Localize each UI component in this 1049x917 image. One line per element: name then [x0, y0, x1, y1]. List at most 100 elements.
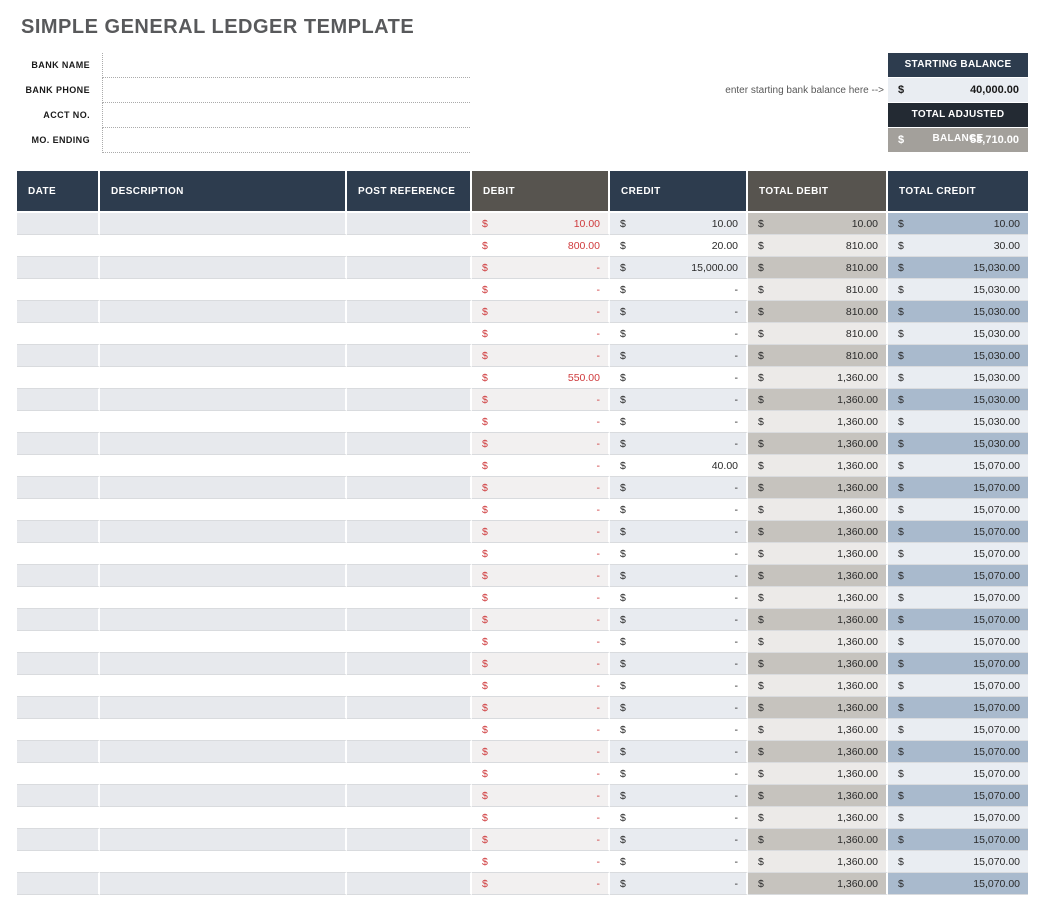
- cell-total-debit[interactable]: $ 810.00: [748, 235, 888, 257]
- cell-description[interactable]: [100, 741, 347, 763]
- cell-total-debit[interactable]: $ 1,360.00: [748, 873, 888, 895]
- cell-debit[interactable]: $ -: [472, 543, 610, 565]
- cell-post-reference[interactable]: [347, 763, 472, 785]
- cell-post-reference[interactable]: [347, 367, 472, 389]
- cell-total-debit[interactable]: $ 1,360.00: [748, 609, 888, 631]
- cell-date[interactable]: [17, 675, 100, 697]
- cell-date[interactable]: [17, 807, 100, 829]
- cell-debit[interactable]: $ -: [472, 323, 610, 345]
- cell-credit[interactable]: $ -: [610, 741, 748, 763]
- cell-total-credit[interactable]: $ 15,030.00: [888, 301, 1028, 323]
- cell-post-reference[interactable]: [347, 587, 472, 609]
- cell-post-reference[interactable]: [347, 235, 472, 257]
- cell-post-reference[interactable]: [347, 543, 472, 565]
- cell-description[interactable]: [100, 499, 347, 521]
- cell-total-credit[interactable]: $ 10.00: [888, 213, 1028, 235]
- cell-debit[interactable]: $ -: [472, 565, 610, 587]
- cell-description[interactable]: [100, 565, 347, 587]
- cell-debit[interactable]: $ -: [472, 389, 610, 411]
- cell-credit[interactable]: $ -: [610, 433, 748, 455]
- cell-total-credit[interactable]: $ 15,030.00: [888, 367, 1028, 389]
- cell-total-credit[interactable]: $ 15,030.00: [888, 411, 1028, 433]
- cell-date[interactable]: [17, 587, 100, 609]
- cell-date[interactable]: [17, 543, 100, 565]
- cell-post-reference[interactable]: [347, 433, 472, 455]
- cell-credit[interactable]: $ -: [610, 411, 748, 433]
- cell-credit[interactable]: $ -: [610, 785, 748, 807]
- cell-credit[interactable]: $ -: [610, 587, 748, 609]
- cell-total-debit[interactable]: $ 1,360.00: [748, 389, 888, 411]
- cell-credit[interactable]: $ -: [610, 851, 748, 873]
- cell-debit[interactable]: $ -: [472, 851, 610, 873]
- cell-total-debit[interactable]: $ 810.00: [748, 257, 888, 279]
- cell-debit[interactable]: $ -: [472, 609, 610, 631]
- cell-post-reference[interactable]: [347, 213, 472, 235]
- cell-total-credit[interactable]: $ 15,070.00: [888, 851, 1028, 873]
- cell-description[interactable]: [100, 851, 347, 873]
- cell-debit[interactable]: $ -: [472, 499, 610, 521]
- cell-post-reference[interactable]: [347, 741, 472, 763]
- cell-description[interactable]: [100, 719, 347, 741]
- cell-credit[interactable]: $ -: [610, 323, 748, 345]
- cell-credit[interactable]: $ -: [610, 345, 748, 367]
- cell-credit[interactable]: $ -: [610, 719, 748, 741]
- cell-debit[interactable]: $ -: [472, 763, 610, 785]
- cell-debit[interactable]: $ -: [472, 675, 610, 697]
- cell-debit[interactable]: $ -: [472, 301, 610, 323]
- cell-total-debit[interactable]: $ 810.00: [748, 279, 888, 301]
- cell-post-reference[interactable]: [347, 565, 472, 587]
- cell-date[interactable]: [17, 345, 100, 367]
- cell-total-credit[interactable]: $ 15,070.00: [888, 807, 1028, 829]
- cell-date[interactable]: [17, 829, 100, 851]
- cell-total-credit[interactable]: $ 15,070.00: [888, 565, 1028, 587]
- cell-date[interactable]: [17, 873, 100, 895]
- cell-description[interactable]: [100, 609, 347, 631]
- cell-description[interactable]: [100, 543, 347, 565]
- cell-debit[interactable]: $ -: [472, 873, 610, 895]
- cell-description[interactable]: [100, 697, 347, 719]
- cell-date[interactable]: [17, 235, 100, 257]
- cell-credit[interactable]: $ -: [610, 301, 748, 323]
- cell-credit[interactable]: $ 20.00: [610, 235, 748, 257]
- cell-date[interactable]: [17, 499, 100, 521]
- bank-phone-input[interactable]: [102, 78, 470, 103]
- cell-post-reference[interactable]: [347, 279, 472, 301]
- cell-description[interactable]: [100, 785, 347, 807]
- cell-date[interactable]: [17, 455, 100, 477]
- cell-credit[interactable]: $ -: [610, 807, 748, 829]
- cell-date[interactable]: [17, 609, 100, 631]
- cell-total-debit[interactable]: $ 10.00: [748, 213, 888, 235]
- cell-total-credit[interactable]: $ 15,030.00: [888, 257, 1028, 279]
- cell-debit[interactable]: $ -: [472, 829, 610, 851]
- cell-post-reference[interactable]: [347, 873, 472, 895]
- cell-debit[interactable]: $ -: [472, 257, 610, 279]
- cell-credit[interactable]: $ -: [610, 389, 748, 411]
- cell-post-reference[interactable]: [347, 257, 472, 279]
- cell-credit[interactable]: $ -: [610, 653, 748, 675]
- cell-post-reference[interactable]: [347, 477, 472, 499]
- cell-date[interactable]: [17, 785, 100, 807]
- cell-total-debit[interactable]: $ 1,360.00: [748, 631, 888, 653]
- cell-date[interactable]: [17, 433, 100, 455]
- cell-debit[interactable]: $ -: [472, 477, 610, 499]
- cell-description[interactable]: [100, 653, 347, 675]
- cell-date[interactable]: [17, 257, 100, 279]
- cell-description[interactable]: [100, 631, 347, 653]
- cell-total-credit[interactable]: $ 30.00: [888, 235, 1028, 257]
- cell-total-credit[interactable]: $ 15,070.00: [888, 829, 1028, 851]
- cell-total-debit[interactable]: $ 1,360.00: [748, 851, 888, 873]
- cell-total-debit[interactable]: $ 1,360.00: [748, 675, 888, 697]
- cell-total-debit[interactable]: $ 1,360.00: [748, 697, 888, 719]
- cell-total-credit[interactable]: $ 15,070.00: [888, 631, 1028, 653]
- cell-date[interactable]: [17, 279, 100, 301]
- cell-debit[interactable]: $ -: [472, 279, 610, 301]
- cell-debit[interactable]: $ -: [472, 653, 610, 675]
- cell-total-credit[interactable]: $ 15,070.00: [888, 741, 1028, 763]
- cell-total-credit[interactable]: $ 15,070.00: [888, 719, 1028, 741]
- cell-total-credit[interactable]: $ 15,070.00: [888, 543, 1028, 565]
- cell-credit[interactable]: $ 10.00: [610, 213, 748, 235]
- cell-total-debit[interactable]: $ 1,360.00: [748, 521, 888, 543]
- cell-total-debit[interactable]: $ 1,360.00: [748, 499, 888, 521]
- cell-description[interactable]: [100, 521, 347, 543]
- cell-date[interactable]: [17, 697, 100, 719]
